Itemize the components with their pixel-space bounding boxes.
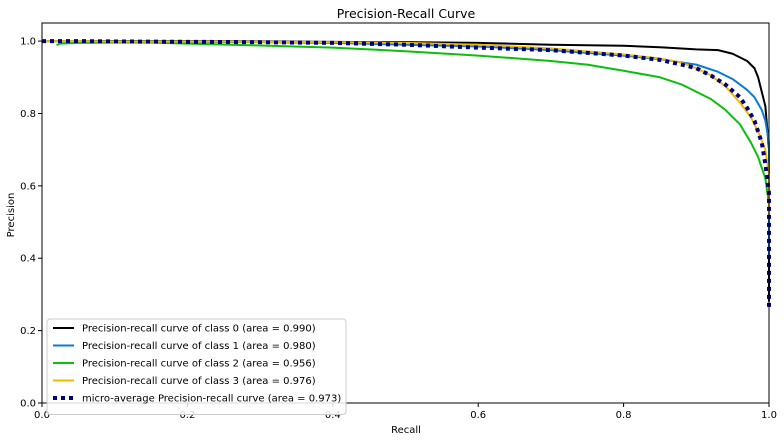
x-tick-label: 0.6 [470,410,486,421]
legend-label-4: micro-average Precision-recall curve (ar… [82,394,341,405]
legend-label-1: Precision-recall curve of class 1 (area … [82,341,316,352]
x-tick-label: 0.8 [616,410,632,421]
y-tick-label: 0.0 [20,399,36,410]
y-tick-label: 0.8 [20,109,36,120]
series-line-2 [56,41,770,205]
y-axis-label: Precision [6,193,17,238]
x-tick-label: 0.2 [179,410,195,421]
legend-label-0: Precision-recall curve of class 0 (area … [82,324,316,335]
y-tick-label: 0.2 [20,326,36,337]
y-tick-label: 0.4 [20,254,36,265]
legend-label-2: Precision-recall curve of class 2 (area … [82,359,316,370]
y-tick-label: 1.0 [20,37,36,48]
chart-title: Precision-Recall Curve [337,6,476,21]
series-line-4 [42,39,771,309]
x-tick-label: 0.4 [325,410,341,421]
x-axis-label: Recall [391,425,421,436]
y-tick-label: 0.6 [20,181,36,192]
legend-label-3: Precision-recall curve of class 3 (area … [82,376,316,387]
series-line-3 [42,40,770,215]
x-tick-label: 0.0 [34,410,50,421]
plot-frame [41,22,770,404]
legend-box [46,318,347,415]
x-tick-label: 1.0 [761,410,777,421]
legend: Precision-recall curve of class 0 (area … [46,318,347,415]
series-line-1 [42,40,770,259]
series-line-0 [42,40,770,302]
